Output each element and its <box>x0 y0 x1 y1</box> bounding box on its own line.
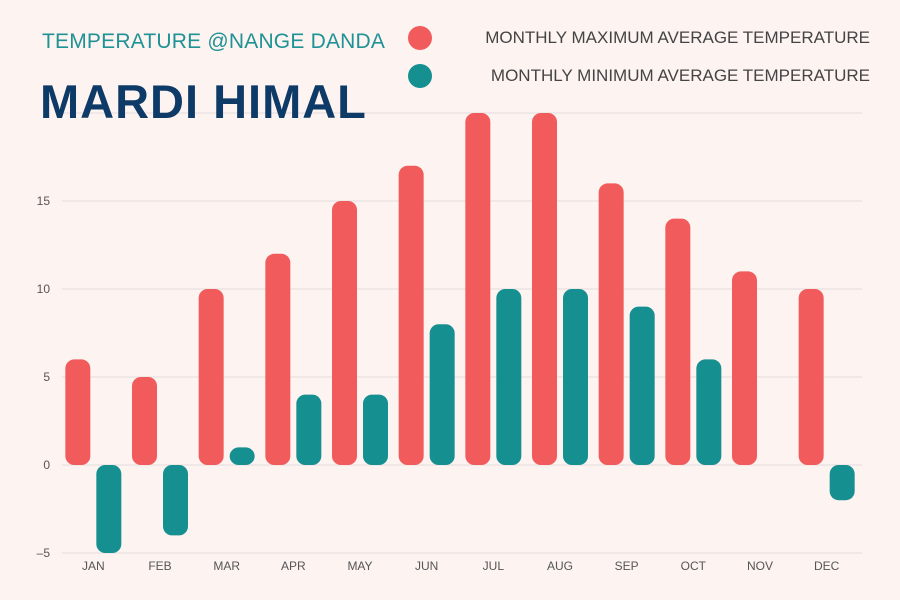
bar-min-jun <box>429 324 455 465</box>
bar-max-apr <box>265 253 291 465</box>
bar-max-nov <box>732 271 757 465</box>
x-tick-label: AUG <box>547 559 573 573</box>
y-tick-label: 0 <box>43 458 50 472</box>
legend-item-max: MONTHLY MAXIMUM AVERAGE TEMPERATURE <box>400 23 870 53</box>
legend-swatch-min <box>408 64 432 88</box>
y-tick-label: –5 <box>37 546 51 560</box>
x-tick-label: OCT <box>681 559 707 573</box>
bar-max-jun <box>398 165 424 466</box>
bar-min-aug <box>563 289 588 465</box>
legend-label-max: MONTHLY MAXIMUM AVERAGE TEMPERATURE <box>485 28 870 47</box>
bar-max-jan <box>65 359 91 465</box>
y-tick-label: 15 <box>37 194 51 208</box>
y-tick-label: 5 <box>43 370 50 384</box>
bar-max-may <box>332 201 357 465</box>
bar-min-feb <box>163 465 188 536</box>
bar-min-dec <box>829 465 855 501</box>
x-tick-label: SEP <box>615 559 639 573</box>
x-tick-label: JUN <box>415 559 438 573</box>
x-tick-label: JAN <box>82 559 105 573</box>
bar-max-mar <box>198 289 224 465</box>
bar-min-jan <box>96 465 122 553</box>
bar-max-sep <box>598 183 624 465</box>
bar-min-oct <box>696 359 722 465</box>
chart-subtitle: TEMPERATURE @NANGE DANDA <box>42 30 386 53</box>
legend-item-min: MONTHLY MINIMUM AVERAGE TEMPERATURE <box>400 61 870 91</box>
bar-min-apr <box>296 394 322 465</box>
bar-min-may <box>363 394 388 465</box>
legend-label-min: MONTHLY MINIMUM AVERAGE TEMPERATURE <box>490 66 870 85</box>
bar-max-jul <box>465 113 491 465</box>
bar-min-jul <box>496 289 522 465</box>
x-tick-label: JUL <box>483 559 505 573</box>
x-tick-label: DEC <box>814 559 840 573</box>
x-tick-label: MAY <box>347 559 372 573</box>
x-tick-label: APR <box>281 559 306 573</box>
x-tick-label: FEB <box>148 559 171 573</box>
bar-max-aug <box>532 113 557 465</box>
y-tick-label: 10 <box>37 282 51 296</box>
bar-min-mar <box>229 447 255 465</box>
x-tick-label: MAR <box>213 559 240 573</box>
legend-swatch-max <box>408 26 432 50</box>
bar-max-oct <box>665 218 691 465</box>
bar-max-feb <box>132 377 157 465</box>
chart-title: MARDI HIMAL <box>40 75 367 128</box>
bar-max-dec <box>798 289 824 465</box>
bar-min-sep <box>629 306 655 465</box>
x-tick-label: NOV <box>747 559 773 573</box>
